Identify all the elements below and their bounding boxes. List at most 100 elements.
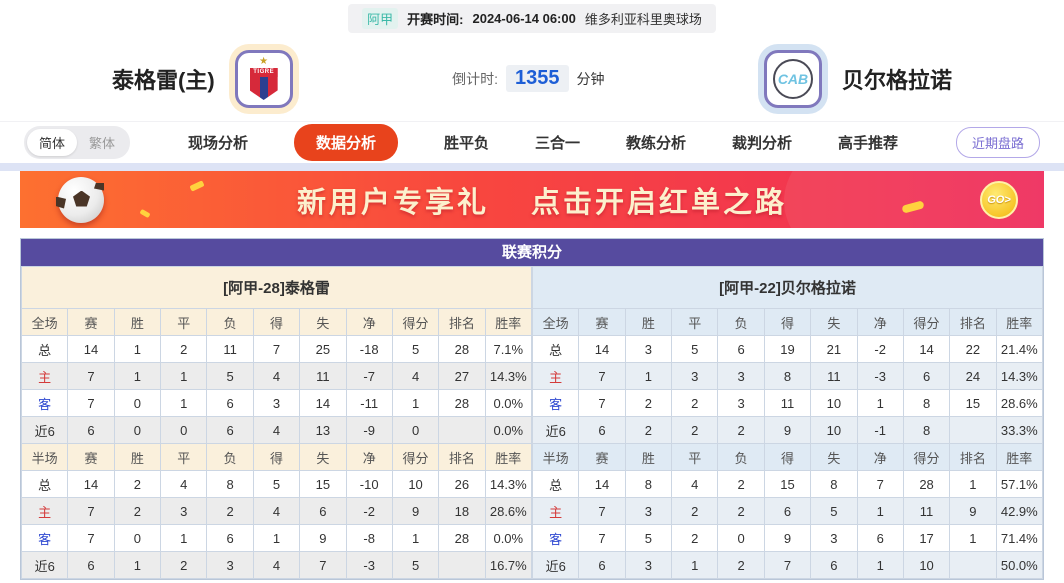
stat-cell: -3	[856, 362, 904, 390]
promo-banner[interactable]: 新用户专享礼 点击开启红单之路 GO>	[20, 171, 1044, 228]
stat-cell: 3	[717, 362, 765, 390]
lang-simplified-button[interactable]: 简体	[27, 129, 78, 156]
away-team: CAB 贝尔格拉诺	[763, 49, 952, 108]
row-label: 客	[20, 524, 69, 552]
stat-cell: 6	[810, 551, 858, 579]
stat-cell: 22	[949, 335, 997, 363]
table-row: 近6 6 0 0 6 4 13 -9 0 0.0%	[20, 416, 533, 444]
column-header: 胜率	[484, 308, 533, 336]
kickoff-time: 2024-06-14 06:00	[472, 10, 576, 26]
away-team-logo-icon: CAB	[763, 49, 822, 108]
stat-cell: 14	[299, 389, 347, 417]
countdown: 倒计时: 1355 分钟	[452, 65, 605, 92]
stat-cell: 4	[252, 416, 301, 444]
row-label: 主	[20, 362, 69, 390]
stat-cell: 28	[902, 470, 951, 498]
stat-cell: 3	[624, 335, 673, 363]
stat-cell: 21	[810, 335, 858, 363]
stat-cell: 9	[949, 497, 997, 525]
divider-strip	[0, 163, 1064, 171]
row-label: 总	[531, 470, 580, 498]
stat-cell: 4	[252, 551, 301, 579]
stat-cell: 3	[717, 389, 765, 417]
table-row: 客 7 0 1 6 3 14 -11 1 28 0.0%	[20, 389, 533, 417]
column-header: 排名	[949, 308, 997, 336]
stat-cell: 2	[671, 389, 719, 417]
column-header: 平	[671, 443, 719, 471]
table-row: 主 7 2 3 2 4 6 -2 9 18 28.6%	[20, 497, 533, 525]
tab-coach-analysis[interactable]: 教练分析	[626, 135, 687, 152]
stat-cell: 11	[810, 362, 858, 390]
column-header: 得分	[391, 443, 440, 471]
stat-cell: 16.7%	[484, 551, 533, 579]
stat-cell: 71.4%	[995, 524, 1044, 552]
stat-cell: 14.3%	[484, 470, 533, 498]
stat-cell: 2	[717, 416, 765, 444]
go-button[interactable]: GO>	[980, 180, 1018, 219]
stat-cell: 2	[671, 497, 719, 525]
stat-cell: 2	[671, 524, 719, 552]
table-row: 近6 6 3 1 2 7 6 1 10 50.0%	[531, 551, 1044, 579]
stat-cell: 2	[717, 551, 765, 579]
stat-cell	[949, 551, 997, 579]
stat-cell: 14.3%	[484, 362, 533, 390]
stat-cell: 6	[206, 416, 254, 444]
column-header: 得	[252, 443, 301, 471]
column-header: 胜率	[484, 443, 533, 471]
lang-traditional-button[interactable]: 繁体	[89, 136, 116, 151]
stat-cell: 24	[949, 362, 997, 390]
stat-cell: 5	[671, 335, 719, 363]
away-full-header-row: 全场赛胜平负得失净得分 排名 胜率	[531, 308, 1044, 336]
stat-cell: 5	[206, 362, 254, 390]
away-half-header-row: 半场赛胜平负得失净得分 排名 胜率	[531, 443, 1044, 471]
column-header: 得分	[391, 308, 440, 336]
row-label: 主	[531, 497, 580, 525]
stat-cell: 2	[206, 497, 254, 525]
row-label: 近6	[20, 416, 69, 444]
tab-data-analysis[interactable]: 数据分析	[293, 124, 398, 161]
language-toggle: 简体 繁体	[24, 126, 131, 159]
column-header: 得分	[902, 308, 951, 336]
stat-cell: 2	[717, 497, 765, 525]
stat-cell: 8	[624, 470, 673, 498]
stat-cell: 0.0%	[484, 524, 533, 552]
stat-cell: 28	[438, 335, 486, 363]
stat-cell: 17	[902, 524, 951, 552]
away-half-rows: 总 14 8 4 2 15 8 7 28 1 57.1% 主 7 3 2 2 6 5 1 11 9 42.9% 客 7 5 2 0 9…	[531, 470, 1044, 579]
tab-referee-analysis[interactable]: 裁判分析	[732, 135, 793, 152]
stat-cell: 2	[113, 470, 162, 498]
stat-cell: 6	[67, 416, 115, 444]
stat-cell: 1	[671, 551, 719, 579]
stat-cell: 6	[578, 551, 626, 579]
stat-cell: 14	[67, 335, 115, 363]
stat-cell: 1	[113, 335, 162, 363]
stat-cell: 8	[206, 470, 254, 498]
column-header: 赛	[67, 308, 115, 336]
tab-three-in-one[interactable]: 三合一	[535, 135, 581, 152]
home-full-header-row: 全场赛胜平负得失净得分 排名 胜率	[20, 308, 533, 336]
tab-win-draw-lose[interactable]: 胜平负	[443, 135, 489, 152]
table-row: 总 14 2 4 8 5 15 -10 10 26 14.3%	[20, 470, 533, 498]
stat-cell: 4	[160, 470, 208, 498]
row-label: 近6	[20, 551, 69, 579]
league-standings: 联赛积分 [阿甲-28]泰格雷 全场赛胜平负得失净得分 排名 胜率 总 14 1 2 11 7…	[20, 238, 1044, 580]
tab-expert-picks[interactable]: 高手推荐	[838, 135, 899, 152]
belgrano-badge-icon: CAB	[772, 58, 813, 99]
stat-cell: 7	[67, 524, 115, 552]
standings-title: 联赛积分	[21, 239, 1043, 266]
home-half-rows: 总 14 2 4 8 5 15 -10 10 26 14.3% 主 7 2 3 2 4 6 -2 9 18 28.6% 客 7…	[20, 470, 533, 579]
stat-cell: 5	[810, 497, 858, 525]
stat-cell: 57.1%	[995, 470, 1044, 498]
stat-cell: 6	[856, 524, 904, 552]
stat-cell: -2	[856, 335, 904, 363]
stat-cell: 6	[206, 524, 254, 552]
column-header: 半场	[531, 443, 580, 471]
tab-live-analysis[interactable]: 现场分析	[187, 135, 248, 152]
stat-cell: 2	[160, 551, 208, 579]
recent-trends-button[interactable]: 近期盘路	[955, 127, 1040, 158]
stat-cell: 0	[160, 416, 208, 444]
countdown-unit: 分钟	[576, 70, 605, 87]
stat-cell: 1	[113, 551, 162, 579]
tab-nav: 简体 繁体 现场分析 数据分析 胜平负 三合一 教练分析 裁判分析 高手推荐 近…	[0, 121, 1064, 163]
column-header: 平	[160, 308, 208, 336]
